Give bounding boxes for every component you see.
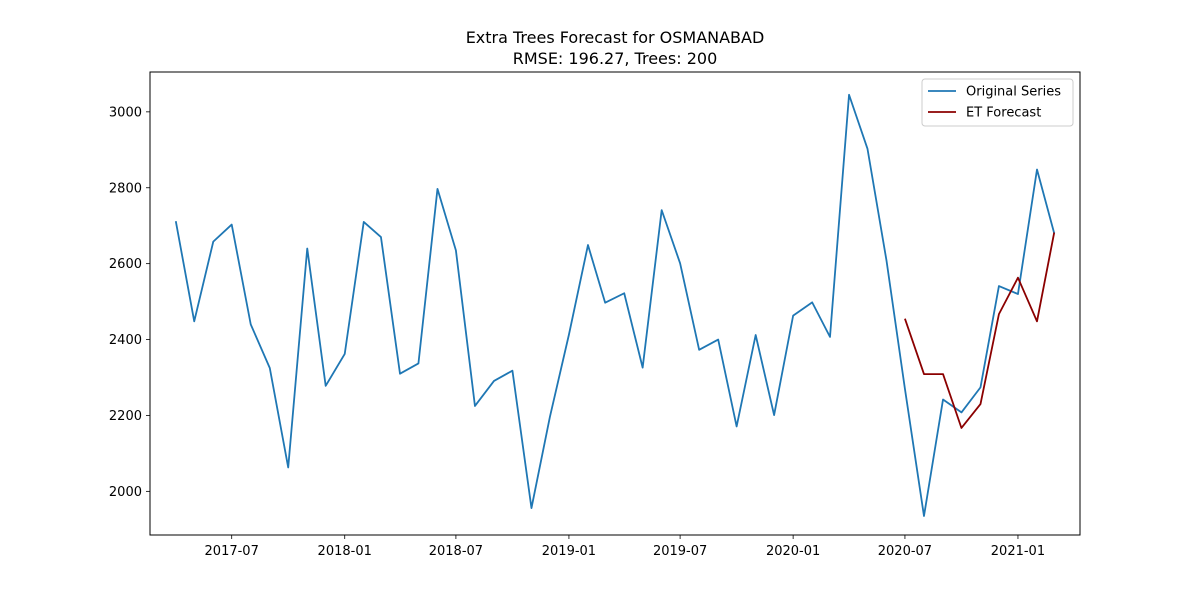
series-1 xyxy=(904,232,1056,429)
y-tick-label: 2000 xyxy=(109,485,142,500)
y-axis: 2000 2200 2400 2600 2800 3000 xyxy=(109,105,150,500)
chart-subtitle: RMSE: 196.27, Trees: 200 xyxy=(513,49,718,68)
y-tick-label: 2200 xyxy=(109,409,142,424)
x-tick-label: 2017-07 xyxy=(205,544,259,559)
legend-entry: Original Series xyxy=(966,85,1061,100)
x-tick-label: 2020-07 xyxy=(878,544,932,559)
legend: Original Series ET Forecast xyxy=(921,78,1074,127)
chart-title: Extra Trees Forecast for OSMANABAD xyxy=(466,28,765,47)
y-tick-label: 2600 xyxy=(109,257,142,272)
y-tick-label: 2400 xyxy=(109,333,142,348)
x-tick-label: 2019-01 xyxy=(542,544,596,559)
series-line xyxy=(174,93,1056,517)
x-tick-label: 2018-01 xyxy=(318,544,372,559)
x-tick-label: 2020-01 xyxy=(766,544,820,559)
plot-area xyxy=(174,93,1056,517)
y-tick-label: 2800 xyxy=(109,181,142,196)
legend-box xyxy=(921,78,1074,127)
legend-entry: ET Forecast xyxy=(966,106,1041,121)
x-axis: 2017-07 2018-01 2018-07 2019-01 2019-07 2020-… xyxy=(205,535,1045,559)
x-tick-label: 2019-07 xyxy=(653,544,707,559)
x-tick-label: 2021-01 xyxy=(991,544,1045,559)
x-tick-label: 2018-07 xyxy=(429,544,483,559)
axes-frame xyxy=(149,71,1081,536)
y-tick-label: 3000 xyxy=(109,105,142,120)
